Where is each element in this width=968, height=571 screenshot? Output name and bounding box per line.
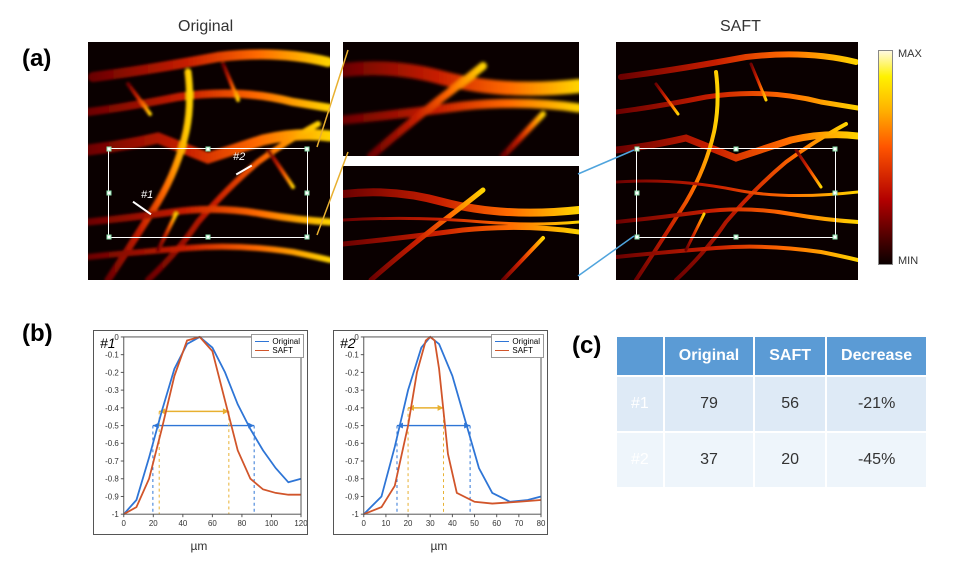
legend-original: Original bbox=[512, 337, 540, 346]
roi-box-original: #1 #2 bbox=[108, 148, 308, 238]
svg-text:20: 20 bbox=[149, 519, 158, 528]
svg-text:-0.4: -0.4 bbox=[105, 404, 119, 413]
svg-text:0: 0 bbox=[122, 519, 127, 528]
chart1-xlabel: µm bbox=[191, 539, 208, 553]
chart-1: #1 0 -0.1 -0.2 -0.3 -0.4 -0.5 -0.6 -0.7 -0.8 -0.9… bbox=[93, 330, 308, 535]
svg-text:70: 70 bbox=[514, 519, 523, 528]
table-header: Decrease bbox=[826, 336, 927, 376]
svg-text:60: 60 bbox=[208, 519, 217, 528]
svg-text:-0.4: -0.4 bbox=[345, 404, 359, 413]
panel-c-label: (c) bbox=[572, 332, 601, 360]
table-header bbox=[616, 336, 664, 376]
colorbar-max-label: MAX bbox=[898, 48, 922, 60]
svg-text:20: 20 bbox=[404, 519, 413, 528]
chart1-legend: Original SAFT bbox=[251, 334, 304, 358]
colorbar-min-label: MIN bbox=[898, 255, 918, 267]
legend-saft: SAFT bbox=[512, 346, 532, 355]
svg-text:-0.5: -0.5 bbox=[345, 422, 359, 431]
svg-text:-1: -1 bbox=[112, 510, 120, 519]
svg-text:-0.7: -0.7 bbox=[345, 457, 359, 466]
svg-text:-0.7: -0.7 bbox=[105, 457, 119, 466]
svg-text:-0.3: -0.3 bbox=[345, 386, 359, 395]
roi-marker-2: #2 bbox=[233, 151, 245, 163]
svg-text:40: 40 bbox=[448, 519, 457, 528]
svg-text:-0.9: -0.9 bbox=[345, 492, 359, 501]
svg-text:40: 40 bbox=[178, 519, 187, 528]
image-saft bbox=[616, 42, 858, 280]
svg-text:50: 50 bbox=[470, 519, 479, 528]
svg-text:-0.5: -0.5 bbox=[105, 422, 119, 431]
svg-text:80: 80 bbox=[238, 519, 247, 528]
image-original: #1 #2 bbox=[88, 42, 330, 280]
image-zoom-saft bbox=[343, 166, 579, 280]
chart1-label: #1 bbox=[100, 335, 116, 351]
svg-text:-0.2: -0.2 bbox=[345, 368, 359, 377]
legend-saft: SAFT bbox=[272, 346, 292, 355]
svg-text:-0.3: -0.3 bbox=[105, 386, 119, 395]
top-label-original: Original bbox=[178, 18, 233, 36]
svg-text:-1: -1 bbox=[352, 510, 360, 519]
chart2-legend: Original SAFT bbox=[491, 334, 544, 358]
svg-text:-0.8: -0.8 bbox=[345, 475, 359, 484]
top-label-saft: SAFT bbox=[720, 18, 761, 36]
svg-text:100: 100 bbox=[265, 519, 279, 528]
svg-text:120: 120 bbox=[294, 519, 307, 528]
svg-text:80: 80 bbox=[537, 519, 546, 528]
svg-text:10: 10 bbox=[382, 519, 391, 528]
svg-text:-0.2: -0.2 bbox=[105, 368, 119, 377]
image-zoom-original bbox=[343, 42, 579, 156]
chart-2: #2 0 -0.1 -0.2 -0.3 -0.4 -0.5 -0.6 -0.7 -0.8 -0.9… bbox=[333, 330, 548, 535]
panel-b-label: (b) bbox=[22, 320, 53, 348]
results-table: OriginalSAFTDecrease #17956-21%#23720-45… bbox=[615, 335, 928, 489]
svg-text:-0.6: -0.6 bbox=[105, 439, 119, 448]
roi-box-saft bbox=[636, 148, 836, 238]
svg-text:0: 0 bbox=[362, 519, 367, 528]
roi-marker-1: #1 bbox=[141, 189, 153, 201]
table-header: Original bbox=[664, 336, 754, 376]
svg-text:-0.6: -0.6 bbox=[345, 439, 359, 448]
colorbar bbox=[878, 50, 893, 265]
chart2-label: #2 bbox=[340, 335, 356, 351]
svg-text:-0.1: -0.1 bbox=[345, 351, 359, 360]
svg-text:60: 60 bbox=[492, 519, 501, 528]
table-header: SAFT bbox=[754, 336, 826, 376]
svg-text:-0.8: -0.8 bbox=[105, 475, 119, 484]
panel-a-label: (a) bbox=[22, 45, 51, 73]
chart2-xlabel: µm bbox=[431, 539, 448, 553]
legend-original: Original bbox=[272, 337, 300, 346]
svg-text:-0.9: -0.9 bbox=[105, 492, 119, 501]
table-row: #17956-21% bbox=[616, 376, 927, 432]
svg-text:-0.1: -0.1 bbox=[105, 351, 119, 360]
table-row: #23720-45% bbox=[616, 432, 927, 488]
svg-text:30: 30 bbox=[426, 519, 435, 528]
